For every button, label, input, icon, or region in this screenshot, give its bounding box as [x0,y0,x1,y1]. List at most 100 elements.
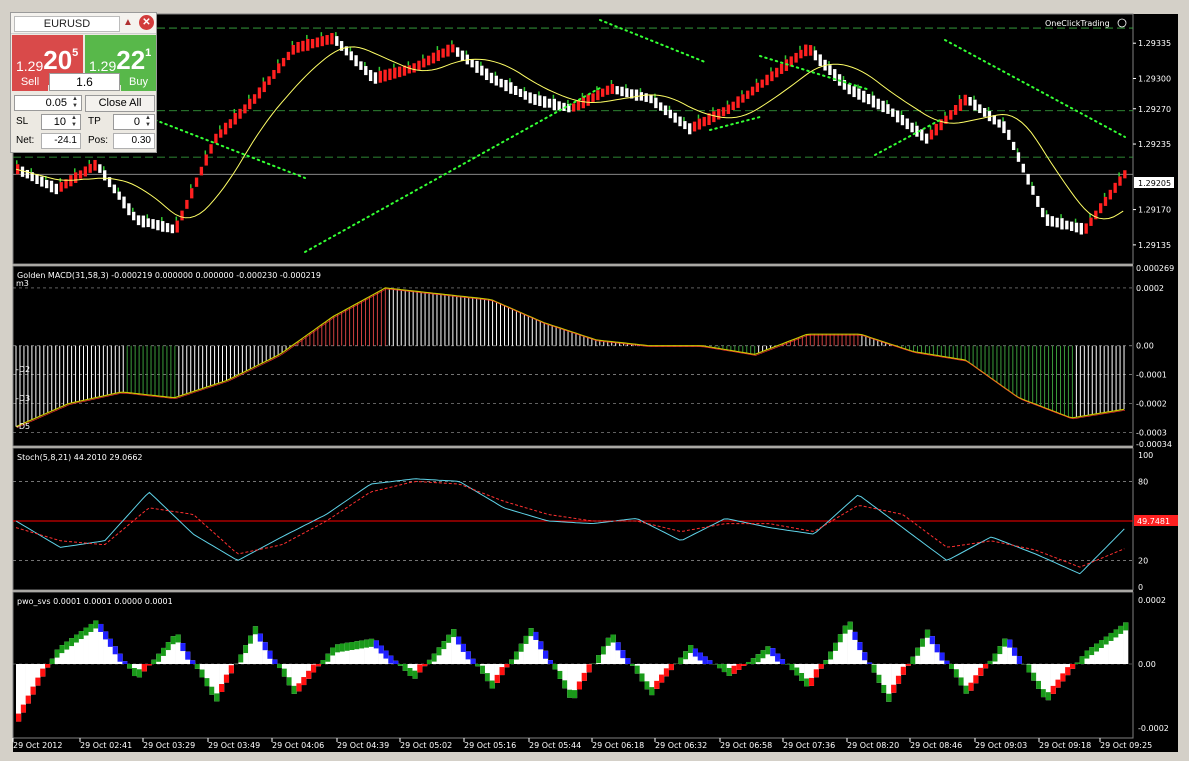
pwo-bar-cap [736,664,742,670]
symbol-select[interactable]: EURUSD [14,16,120,32]
time-tick-label: 29 Oct 08:20 [847,741,899,750]
pwo-bar-cap [315,664,321,667]
stepper-arrows-icon[interactable]: ▲ ▼ [72,96,78,109]
price-bar [1103,196,1108,206]
price-bar [905,118,909,130]
price-bar-tick [683,117,685,122]
price-bar [335,36,339,46]
price-bar-tick [45,175,47,180]
sell-button[interactable]: Sell [12,73,48,91]
pin-icon[interactable]: ▲ [123,17,133,28]
one-click-trading-panel[interactable]: EURUSD ▲ ✕ 1.29205 1.29221 Sell 1.6 Buy … [10,12,157,153]
price-bar [475,60,479,73]
pwo-bar-cap [161,647,167,656]
price-bar [639,92,644,101]
close-icon[interactable]: ✕ [139,15,154,30]
lot-size-input[interactable]: 1.6 [49,73,120,91]
price-bar [712,111,716,123]
pwo-bar-cap [639,673,645,682]
price-bar [910,122,914,133]
pwo-bar-cap [1123,622,1129,631]
price-bar-tick [581,92,584,97]
stepper-arrows-icon[interactable]: ▲ ▼ [71,115,77,128]
price-bar [185,199,189,209]
pwo-bar [934,644,940,664]
stoch-tick-label: 0 [1138,583,1143,592]
price-bar [272,70,276,79]
price-bar [248,98,252,110]
pwo-bar-cap [180,643,186,652]
pwo-bar-cap [320,660,326,664]
pwo-bar [1108,632,1114,664]
price-bar [25,169,30,179]
time-tick-label: 29 Oct 03:29 [143,741,195,750]
price-bar [1089,217,1093,226]
price-bar-tick [741,90,743,95]
pwo-bar [349,642,355,664]
price-bar [286,51,291,61]
buy-button[interactable]: Buy [121,73,156,91]
pwo-bar [489,664,495,689]
tp-stepper[interactable]: 0 ▲ ▼ [113,114,155,130]
sl-stepper[interactable]: 10 ▲ ▼ [41,114,81,130]
price-bar [83,166,88,177]
price-bar [499,78,503,88]
pwo-bar [204,664,210,687]
pwo-bar-cap [1007,639,1013,648]
sell-price: 1.29205 [16,47,78,74]
macd-signal-line [15,287,1125,428]
price-bar [953,105,958,115]
pwo-bar-cap [455,636,462,645]
price-bar-tick [871,91,874,96]
price-bar-tick [523,87,526,92]
pwo-bar-cap [862,652,868,661]
price-bar [692,121,697,132]
lot-step-stepper[interactable]: 0.05 ▲ ▼ [14,95,82,111]
pwo-bar-cap [165,642,172,651]
pwo-bar-cap [422,664,428,667]
pwo-bar [576,664,582,690]
pwo-bar-cap [122,661,128,664]
pwo-bar [330,647,336,664]
pwo-bar [915,647,921,664]
pwo-bar-cap [441,641,447,650]
price-bar [136,215,141,226]
time-tick-label: 29 Oct 2012 [13,741,62,750]
pwo-bar-cap [228,665,234,674]
time-tick-label: 29 Oct 05:02 [400,741,452,750]
stoch-pane-bg[interactable] [13,448,1133,590]
price-bar-tick [625,84,627,89]
pwo-bar-cap [939,652,945,661]
pwo-bar-cap [605,637,611,646]
pwo-bar-cap [59,645,65,654]
macd-pane-bg[interactable] [13,266,1133,446]
price-bar-tick [610,80,613,85]
pwo-bar [354,641,360,664]
price-bar [393,67,397,79]
pwo-bar [1011,647,1018,664]
pwo-bar [1002,638,1008,664]
price-bar [49,180,54,193]
price-bar [122,196,126,209]
pwo-bar-cap [659,674,665,683]
pwo-bar-cap [978,667,984,676]
price-bar [513,85,518,96]
price-pane-bg[interactable] [13,14,1133,264]
pwo-bar-cap [98,623,104,632]
pwo-bar-cap [886,693,892,702]
price-tick-label: 1.29135 [1138,241,1171,250]
price-bar [194,177,199,187]
pos-value: 0.30 [113,133,155,149]
stepper-arrows-icon[interactable]: ▲ ▼ [145,115,151,128]
price-bar [74,172,78,183]
pwo-tick-label: -0.0002 [1138,724,1169,733]
close-all-button[interactable]: Close All [85,95,155,112]
pwo-bar-cap [707,660,713,664]
price-axis: 1.29335 1.29300 1.29270 1.29235 1.29170 1.291… [1133,39,1171,250]
pwo-bar-cap [726,667,732,676]
pwo-bar-cap [204,678,210,687]
pwo-bar-cap [209,686,215,695]
price-bar-tick [74,168,76,173]
price-bar [78,170,83,179]
